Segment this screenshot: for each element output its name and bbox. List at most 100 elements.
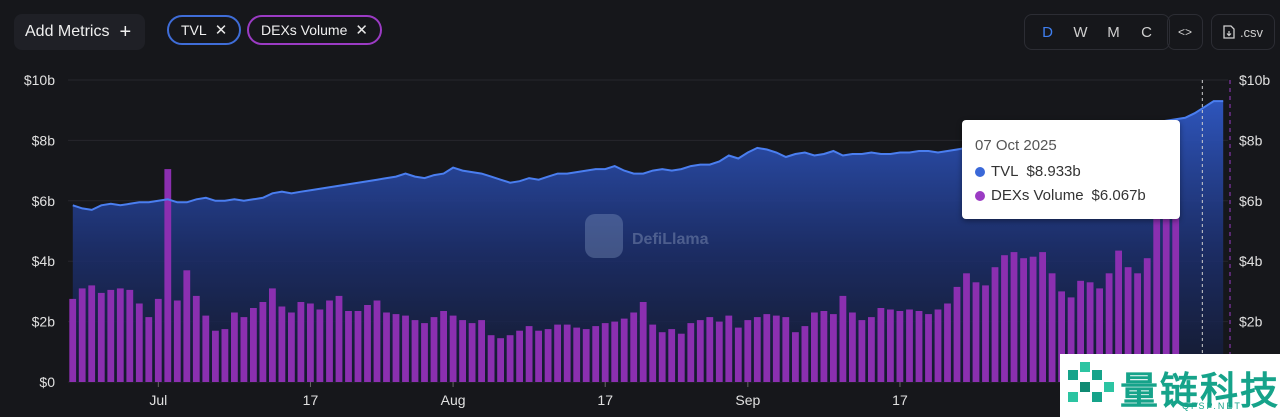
dex-volume-bar[interactable] (792, 332, 799, 382)
dex-volume-bar[interactable] (858, 320, 866, 382)
dex-volume-bar[interactable] (459, 320, 466, 382)
dex-volume-bar[interactable] (573, 327, 581, 382)
dex-volume-bar[interactable] (677, 333, 685, 382)
dex-volume-bar[interactable] (1162, 197, 1170, 382)
dex-volume-bar[interactable] (811, 312, 818, 383)
dex-volume-bar[interactable] (449, 315, 457, 382)
dex-volume-bar[interactable] (1058, 291, 1065, 382)
dex-volume-bar[interactable] (839, 295, 847, 382)
dex-volume-bar[interactable] (944, 303, 951, 383)
dex-volume-bar[interactable] (1039, 252, 1046, 382)
dex-volume-bar[interactable] (820, 311, 828, 382)
dex-volume-bar[interactable] (326, 300, 333, 383)
dex-volume-bar[interactable] (307, 303, 314, 383)
close-icon[interactable]: ✕ (355, 22, 368, 39)
dex-volume-bar[interactable] (126, 289, 134, 382)
dex-volume-bar[interactable] (1124, 267, 1132, 382)
dex-volume-bar[interactable] (173, 300, 181, 383)
dex-volume-bar[interactable] (192, 295, 200, 382)
dex-volume-bar[interactable] (630, 312, 638, 383)
dex-volume-bar[interactable] (563, 324, 571, 382)
dex-volume-bar[interactable] (345, 311, 352, 382)
dex-volume-bar[interactable] (468, 323, 476, 382)
dex-volume-bar[interactable] (440, 311, 447, 382)
dex-volume-bar[interactable] (696, 320, 704, 382)
dex-volume-bar[interactable] (373, 300, 381, 383)
dex-volume-bar[interactable] (383, 312, 390, 383)
dex-volume-bar[interactable] (1020, 258, 1027, 382)
dex-volume-bar[interactable] (725, 315, 733, 382)
dex-volume-bar[interactable] (687, 323, 695, 382)
dex-volume-bar[interactable] (97, 292, 105, 382)
dex-volume-bar[interactable] (620, 318, 628, 382)
dex-volume-bar[interactable] (1048, 273, 1056, 382)
dex-volume-bar[interactable] (392, 314, 400, 382)
dex-volume-bar[interactable] (772, 315, 780, 382)
dex-volume-bar[interactable] (1001, 255, 1008, 382)
dex-volume-bar[interactable] (69, 298, 77, 382)
dex-volume-bar[interactable] (906, 309, 913, 383)
dex-volume-bar[interactable] (278, 306, 286, 383)
period-week-button[interactable]: W (1073, 23, 1088, 41)
dex-volume-bar[interactable] (164, 169, 172, 382)
dex-volume-bar[interactable] (154, 298, 162, 382)
dex-volume-bar[interactable] (849, 312, 856, 383)
dex-volume-bar[interactable] (782, 317, 790, 382)
dex-volume-bar[interactable] (183, 270, 191, 382)
dex-volume-bar[interactable] (506, 335, 514, 382)
metric-pill-tvl[interactable]: TVL ✕ (167, 15, 242, 45)
dex-volume-bar[interactable] (830, 314, 837, 382)
period-month-button[interactable]: M (1107, 23, 1120, 41)
dex-volume-bar[interactable] (982, 285, 989, 382)
dex-volume-bar[interactable] (925, 314, 932, 382)
dex-volume-bar[interactable] (145, 317, 153, 382)
dex-volume-bar[interactable] (554, 324, 561, 382)
dex-volume-bar[interactable] (107, 289, 115, 382)
dex-volume-bar[interactable] (877, 308, 885, 382)
dex-volume-bar[interactable] (1115, 250, 1122, 382)
embed-button[interactable]: <> (1167, 14, 1203, 50)
dex-volume-bar[interactable] (240, 317, 248, 382)
dex-volume-bar[interactable] (516, 330, 523, 382)
dex-volume-bar[interactable] (801, 326, 809, 382)
dex-volume-bar[interactable] (202, 315, 210, 382)
dex-volume-bar[interactable] (649, 324, 657, 382)
dex-volume-bar[interactable] (658, 332, 666, 382)
dex-volume-bar[interactable] (592, 326, 600, 382)
dex-volume-bar[interactable] (231, 312, 238, 383)
dex-volume-bar[interactable] (715, 321, 723, 382)
dex-volume-bar[interactable] (601, 323, 609, 382)
dex-volume-bar[interactable] (212, 330, 219, 382)
dex-volume-bar[interactable] (763, 314, 771, 382)
dex-volume-bar[interactable] (1096, 288, 1103, 382)
dex-volume-bar[interactable] (316, 309, 324, 383)
dex-volume-bar[interactable] (430, 317, 438, 382)
dex-volume-bar[interactable] (582, 329, 590, 382)
dex-volume-bar[interactable] (868, 317, 875, 382)
dex-volume-bar[interactable] (915, 311, 923, 382)
dex-volume-bar[interactable] (734, 327, 742, 382)
dex-volume-bar[interactable] (753, 317, 761, 382)
dex-volume-bar[interactable] (116, 288, 124, 382)
dex-volume-bar[interactable] (478, 320, 485, 382)
dex-volume-bar[interactable] (887, 309, 894, 383)
dex-volume-bar[interactable] (896, 311, 904, 382)
dex-volume-bar[interactable] (288, 312, 295, 383)
dex-volume-bar[interactable] (1105, 273, 1113, 382)
dex-volume-bar[interactable] (544, 329, 552, 382)
dex-volume-bar[interactable] (259, 302, 267, 382)
dex-volume-bar[interactable] (497, 338, 504, 382)
dex-volume-bar[interactable] (364, 305, 371, 382)
dex-volume-bar[interactable] (1172, 197, 1180, 382)
metric-pill-dex-volume[interactable]: DEXs Volume ✕ (247, 15, 382, 45)
dex-volume-bar[interactable] (1153, 198, 1161, 382)
dex-volume-bar[interactable] (269, 288, 276, 382)
dex-volume-bar[interactable] (1010, 252, 1018, 382)
dex-volume-bar[interactable] (1029, 256, 1037, 382)
dex-volume-bar[interactable] (535, 330, 542, 382)
dex-volume-bar[interactable] (78, 288, 86, 382)
period-cumulative-button[interactable]: C (1141, 23, 1152, 41)
dex-volume-bar[interactable] (953, 286, 961, 382)
dex-volume-bar[interactable] (297, 302, 305, 382)
